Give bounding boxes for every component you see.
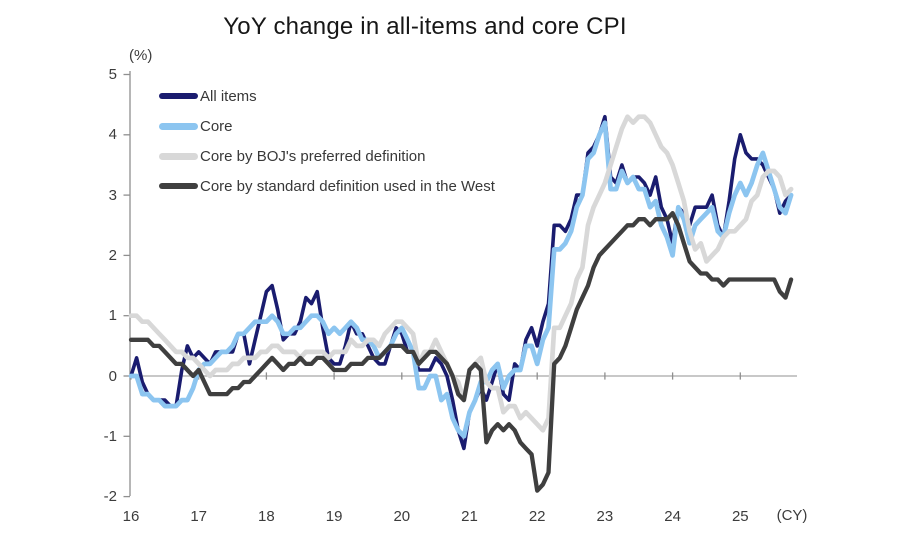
- series-line-core-by-standard-definition-used-in-the-west: [128, 211, 794, 493]
- legend-item: All items: [159, 81, 495, 111]
- legend-label: All items: [200, 87, 257, 105]
- y-tick-label-3: 3: [108, 186, 117, 204]
- x-axis-unit-label: (CY): [776, 507, 808, 524]
- y-axis-unit-label: (%): [129, 47, 153, 64]
- series-line-core: [128, 120, 794, 439]
- y-tick-label-5: 5: [108, 66, 117, 83]
- legend-item: Core by BOJ's preferred definition: [159, 141, 495, 171]
- legend-swatch-icon: [159, 152, 198, 160]
- x-tick-label-22: 22: [528, 508, 546, 525]
- x-tick-label-21: 21: [461, 508, 478, 525]
- y-tick-label--1: -1: [103, 427, 117, 445]
- legend-label: Core by standard definition used in the …: [200, 177, 495, 195]
- legend-item: Core by standard definition used in the …: [159, 171, 495, 201]
- legend: All items Core Core by BOJ's preferred def…: [159, 81, 495, 201]
- y-tick-label-4: 4: [108, 126, 117, 144]
- legend-swatch-icon: [159, 182, 198, 190]
- legend-label: Core: [200, 117, 233, 135]
- legend-item: Core: [159, 111, 495, 141]
- x-tick-label-16: 16: [122, 508, 140, 525]
- y-tick-label-2: 2: [108, 246, 117, 264]
- x-tick-label-25: 25: [731, 508, 749, 525]
- x-tick-label-19: 19: [325, 508, 343, 525]
- legend-swatch-icon: [159, 93, 198, 99]
- x-tick-label-20: 20: [393, 508, 411, 525]
- chart-title: YoY change in all-items and core CPI: [223, 13, 627, 40]
- y-tick-label-0: 0: [108, 367, 117, 385]
- y-tick-label-1: 1: [108, 307, 117, 325]
- legend-label: Core by BOJ's preferred definition: [200, 147, 426, 165]
- x-tick-label-17: 17: [190, 508, 208, 525]
- x-tick-label-23: 23: [596, 508, 614, 525]
- x-tick-label-18: 18: [258, 508, 275, 525]
- series-line-core-by-boj-s-preferred-definition: [128, 114, 794, 433]
- legend-swatch-icon: [159, 122, 198, 130]
- x-tick-label-24: 24: [664, 508, 681, 525]
- y-tick-label--2: -2: [103, 488, 117, 506]
